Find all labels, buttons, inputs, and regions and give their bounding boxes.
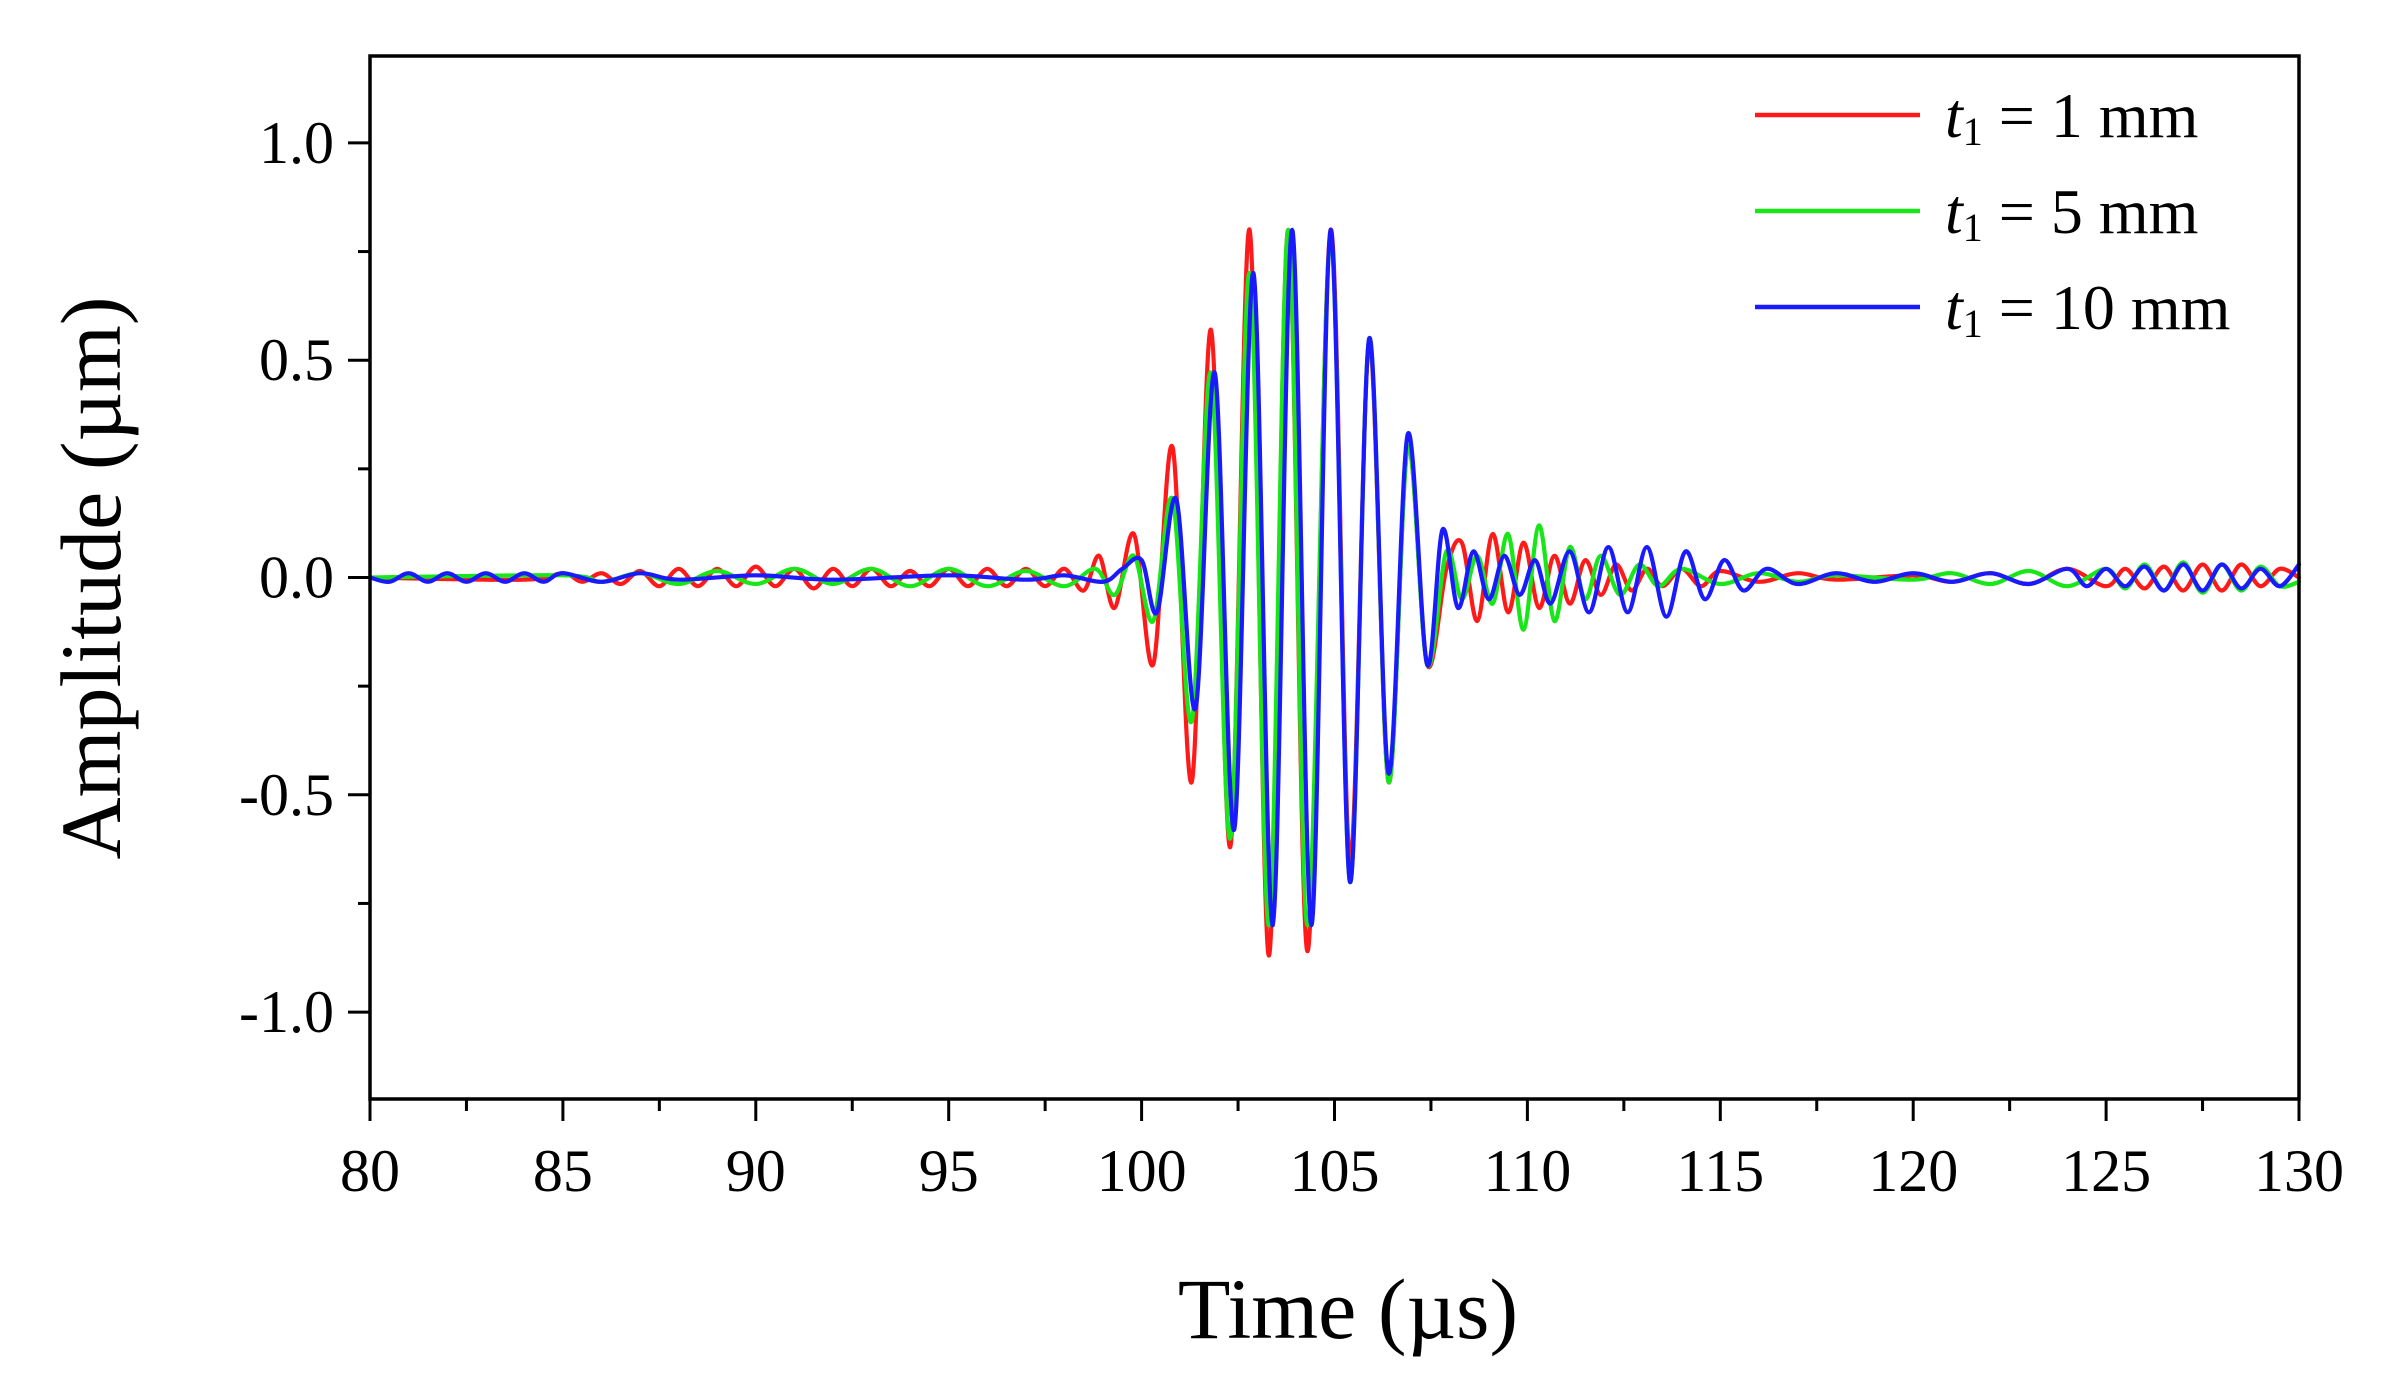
y-tick-label: -1.0 [239,979,334,1045]
x-axis-title: Time (µs) [1178,1261,1518,1357]
series-line-3 [367,227,2302,928]
y-tick-labels: 1.0 0.5 0.0 -0.5 -1.0 [239,110,334,1045]
y-tick-label: 0.5 [259,327,334,393]
y-ticks [348,141,370,1014]
x-tick-label: 125 [2061,1138,2151,1204]
legend-label-1: t1 = 1 mm [1945,80,2198,154]
y-tick-label: 0.0 [259,545,334,611]
legend-label-3: t1 = 10 mm [1945,272,2230,346]
plot-series [367,227,2302,958]
x-tick-label: 130 [2254,1138,2344,1204]
x-tick-label: 80 [340,1138,400,1204]
legend: t1 = 1 mm t1 = 5 mm t1 = 10 mm [1755,80,2230,346]
x-tick-label: 120 [1868,1138,1958,1204]
x-tick-label: 95 [919,1138,979,1204]
x-ticks [368,1099,2301,1121]
x-tick-label: 85 [533,1138,593,1204]
y-axis-title: Amplitude (µm) [43,296,139,859]
x-tick-label: 110 [1484,1138,1572,1204]
y-tick-label: 1.0 [259,110,334,176]
legend-label-2: t1 = 5 mm [1945,176,2198,250]
x-tick-label: 105 [1290,1138,1380,1204]
x-tick-labels: 80 85 90 95 100 105 110 115 120 125 130 [340,1138,2344,1204]
x-tick-label: 90 [726,1138,786,1204]
x-tick-label: 115 [1676,1138,1764,1204]
x-tick-label: 100 [1097,1138,1187,1204]
y-tick-label: -0.5 [239,762,334,828]
